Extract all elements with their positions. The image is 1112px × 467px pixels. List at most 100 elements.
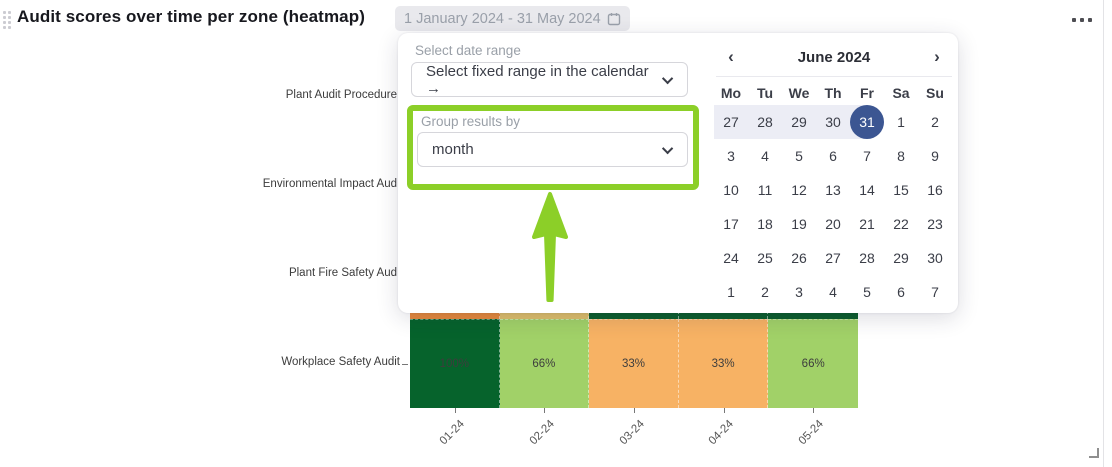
- chevron-down-icon: [661, 72, 674, 84]
- calendar-day[interactable]: 4: [816, 275, 850, 309]
- calendar-weekday-row: Mo Tu We Th Fr Sa Su: [714, 81, 954, 105]
- heatmap-cell[interactable]: 100%: [410, 318, 500, 408]
- calendar-day[interactable]: 30: [816, 105, 850, 139]
- calendar-day-number: 1: [727, 284, 735, 300]
- calendar-day[interactable]: 27: [714, 105, 748, 139]
- heatmap-cell-value: 100%: [439, 357, 469, 370]
- date-range-select[interactable]: Select fixed range in the calendar →: [411, 62, 688, 97]
- x-axis-label: 01-24: [438, 418, 468, 448]
- calendar-next-button[interactable]: ›: [934, 47, 940, 66]
- calendar-day-number: 18: [757, 216, 773, 232]
- calendar-day-number: 5: [863, 284, 871, 300]
- calendar-day[interactable]: 1: [884, 105, 918, 139]
- calendar-day[interactable]: 3: [782, 275, 816, 309]
- calendar-day[interactable]: 14: [850, 173, 884, 207]
- calendar-day-number: 29: [893, 250, 909, 266]
- annotation-arrow-up-icon: [532, 192, 568, 302]
- calendar-day[interactable]: 24: [714, 241, 748, 275]
- x-axis-label: 04-24: [706, 418, 737, 448]
- calendar-day[interactable]: 7: [918, 275, 952, 309]
- calendar-day-number: 29: [791, 114, 807, 130]
- calendar-day[interactable]: 3: [714, 139, 748, 173]
- calendar-day[interactable]: 6: [884, 275, 918, 309]
- drag-handle-icon[interactable]: [3, 11, 11, 29]
- calendar-icon: [607, 12, 620, 25]
- heatmap-cell-value: 33%: [711, 357, 735, 370]
- x-axis-tick: [723, 408, 725, 413]
- calendar-day[interactable]: 9: [918, 139, 952, 173]
- calendar-day-number: 30: [927, 250, 943, 266]
- more-menu-icon[interactable]: [1072, 14, 1096, 26]
- calendar-day-number: 10: [723, 182, 739, 198]
- calendar-day-number: 11: [757, 182, 773, 198]
- calendar-day-number: 4: [761, 148, 769, 164]
- calendar-weekday: We: [788, 85, 810, 101]
- group-by-select-value: month: [432, 141, 474, 158]
- calendar-day-number: 16: [927, 182, 943, 198]
- x-axis-tick: [813, 408, 815, 413]
- calendar-day[interactable]: 5: [782, 139, 816, 173]
- calendar-day[interactable]: 23: [918, 207, 952, 241]
- calendar-day-number: 19: [791, 216, 807, 232]
- calendar-day-number: 28: [757, 114, 773, 130]
- calendar-day[interactable]: 13: [816, 173, 850, 207]
- calendar-day[interactable]: 30: [918, 241, 952, 275]
- date-range-select-value: Select fixed range in the calendar →: [426, 62, 649, 97]
- calendar-day-number: 12: [791, 182, 807, 198]
- calendar-day[interactable]: 10: [714, 173, 748, 207]
- calendar-day[interactable]: 5: [850, 275, 884, 309]
- heatmap-cell-value: 66%: [532, 357, 556, 370]
- date-range-button[interactable]: 1 January 2024 - 31 May 2024: [395, 6, 630, 31]
- calendar-day[interactable]: 28: [850, 241, 884, 275]
- calendar-day[interactable]: 19: [782, 207, 816, 241]
- calendar-day[interactable]: 1: [714, 275, 748, 309]
- calendar-day[interactable]: 25: [748, 241, 782, 275]
- calendar-day[interactable]: 31: [850, 105, 884, 139]
- calendar-day-number: 9: [931, 148, 939, 164]
- calendar-day[interactable]: 18: [748, 207, 782, 241]
- calendar-day-number: 26: [791, 250, 807, 266]
- calendar-day[interactable]: 17: [714, 207, 748, 241]
- group-by-select[interactable]: month: [417, 132, 688, 167]
- heatmap-row-label: Plant Fire Safety Aud: [288, 267, 397, 280]
- calendar-day[interactable]: 27: [816, 241, 850, 275]
- calendar-day[interactable]: 2: [918, 105, 952, 139]
- page-title: Audit scores over time per zone (heatmap…: [17, 7, 365, 26]
- x-axis-tick: [634, 408, 635, 413]
- heatmap-cell[interactable]: 33%: [678, 318, 769, 408]
- calendar-day-number: 27: [825, 250, 841, 266]
- calendar-day-number: 7: [863, 148, 871, 164]
- calendar-day-number: 20: [825, 216, 841, 232]
- heatmap-cell[interactable]: 66%: [499, 318, 590, 408]
- calendar-day[interactable]: 7: [850, 139, 884, 173]
- date-range-popup: Select date range Select fixed range in …: [398, 33, 958, 313]
- heatmap-cell[interactable]: 33%: [589, 318, 679, 408]
- calendar-day-number: 4: [829, 284, 837, 300]
- calendar-day[interactable]: 4: [748, 139, 782, 173]
- calendar-weekday: Tu: [756, 85, 774, 101]
- calendar-day-number: 25: [757, 250, 773, 266]
- calendar-day[interactable]: 29: [884, 241, 918, 275]
- calendar-day[interactable]: 20: [816, 207, 850, 241]
- heatmap-row-label: Workplace Safety Audit: [281, 356, 400, 369]
- calendar-day[interactable]: 28: [748, 105, 782, 139]
- calendar-weekday: Su: [926, 85, 944, 101]
- calendar-day[interactable]: 26: [782, 241, 816, 275]
- calendar-day[interactable]: 6: [816, 139, 850, 173]
- calendar-day[interactable]: 16: [918, 173, 952, 207]
- resize-handle[interactable]: [1089, 448, 1099, 458]
- calendar-day-number: 6: [897, 284, 905, 300]
- calendar-prev-button[interactable]: ‹: [728, 47, 734, 66]
- calendar-weeks: 27 28 29 30 31 1 2 3 4 5 6 7 8 9 10 11 12 13 14 15 16 17 18 19 2…: [714, 105, 954, 309]
- calendar-day[interactable]: 22: [884, 207, 918, 241]
- heatmap-cell[interactable]: 66%: [768, 318, 858, 408]
- calendar-day[interactable]: 11: [748, 173, 782, 207]
- calendar-day[interactable]: 29: [782, 105, 816, 139]
- calendar-day[interactable]: 12: [782, 173, 816, 207]
- calendar-day[interactable]: 2: [748, 275, 782, 309]
- calendar-day[interactable]: 15: [884, 173, 918, 207]
- calendar-day-number: 28: [859, 250, 875, 266]
- calendar-day[interactable]: 21: [850, 207, 884, 241]
- calendar-day[interactable]: 8: [884, 139, 918, 173]
- calendar-day-number: 30: [825, 114, 841, 130]
